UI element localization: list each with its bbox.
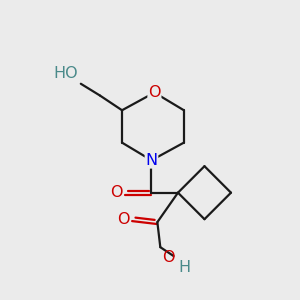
Text: N: N [146,153,158,168]
Text: HO: HO [54,66,78,81]
Text: O: O [148,85,161,100]
Text: O: O [118,212,130,227]
Text: O: O [162,250,174,265]
Text: O: O [110,185,123,200]
Text: H: H [178,260,190,275]
